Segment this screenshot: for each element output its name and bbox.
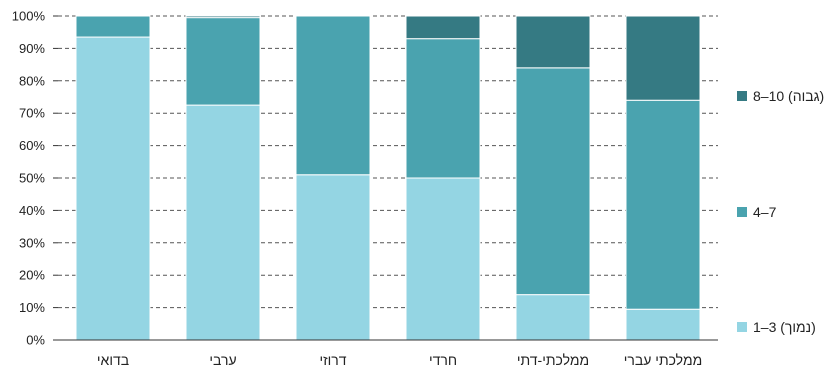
bar-segment: [625, 99, 701, 310]
bar-segment: [185, 15, 261, 19]
x-tick-label: ערבי: [209, 352, 236, 368]
y-tick-label: 70%: [19, 106, 45, 121]
legend-label: 8–10 (גבוה): [753, 88, 824, 104]
y-tick-label: 90%: [19, 41, 45, 56]
legend: 8–10 (גבוה) 4–7 1–3 (נמוך): [737, 88, 824, 335]
legend-item: 4–7: [737, 204, 777, 220]
y-axis: 0% 10% 20% 30% 40% 50% 60% 70% 80% 90% 100%: [12, 9, 718, 348]
y-tick-label: 10%: [19, 300, 45, 315]
bar-segment: [185, 104, 261, 341]
y-tick-label: 40%: [19, 203, 45, 218]
x-tick-label: ממלכתי עברי: [624, 352, 702, 368]
bar-segment: [75, 36, 151, 341]
x-tick-label: בדואי: [97, 352, 129, 368]
legend-label: 1–3 (נמוך): [753, 319, 816, 335]
bar-segment: [625, 15, 701, 101]
y-tick-label: 80%: [19, 73, 45, 88]
bar-segment: [75, 15, 151, 38]
bar-segment: [515, 67, 591, 296]
bar-segment: [295, 15, 371, 176]
bar-segment: [625, 308, 701, 341]
legend-swatch: [737, 322, 747, 332]
legend-swatch: [737, 207, 747, 217]
y-tick-label: 20%: [19, 268, 45, 283]
bars: [75, 15, 701, 341]
y-tick-label: 60%: [19, 138, 45, 153]
legend-item: 8–10 (גבוה): [737, 88, 824, 104]
x-tick-label: חרדי: [429, 352, 457, 368]
y-tick-label: 0%: [26, 333, 45, 348]
bar-segment: [515, 15, 591, 69]
legend-item: 1–3 (נמוך): [737, 319, 816, 335]
bar-segment: [185, 17, 261, 106]
x-axis: בדואי ערבי דרוזי חרדי ממלכתי-דתי ממלכתי עברי: [97, 352, 702, 368]
bar-segment: [295, 174, 371, 341]
x-tick-label: דרוזי: [319, 352, 346, 368]
legend-swatch: [737, 91, 747, 101]
y-tick-label: 100%: [12, 9, 46, 24]
bar-segment: [405, 177, 481, 341]
legend-label: 4–7: [753, 204, 777, 220]
gridlines: [58, 15, 718, 309]
y-tick-label: 50%: [19, 171, 45, 186]
bar-segment: [405, 15, 481, 40]
x-tick-label: ממלכתי-דתי: [517, 352, 589, 368]
bar-segment: [405, 38, 481, 179]
y-tick-label: 30%: [19, 235, 45, 250]
bar-segment: [515, 294, 591, 341]
